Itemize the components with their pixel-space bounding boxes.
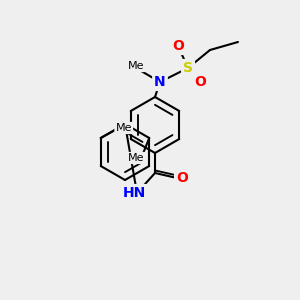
Text: O: O [176, 171, 188, 185]
Text: HN: HN [122, 186, 146, 200]
Text: Me: Me [128, 61, 144, 71]
Text: S: S [183, 61, 193, 75]
Text: O: O [194, 75, 206, 89]
Text: Me: Me [116, 123, 132, 133]
Text: Me: Me [128, 153, 145, 163]
Text: N: N [154, 75, 166, 89]
Text: O: O [172, 39, 184, 53]
